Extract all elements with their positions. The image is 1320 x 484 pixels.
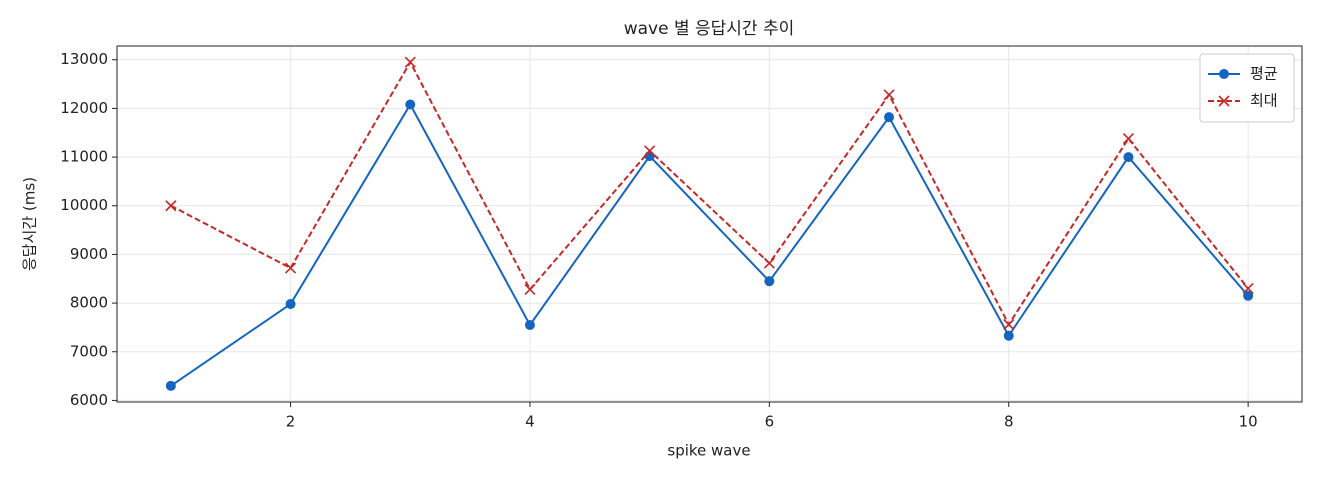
y-tick-label: 11000 (60, 148, 108, 166)
legend-label: 평균 (1250, 65, 1278, 83)
x-tick-label: 4 (525, 413, 535, 431)
point (165, 380, 176, 391)
y-tick-label: 7000 (70, 342, 108, 360)
y-axis-label: 응답시간 (ms) (21, 177, 39, 271)
point (763, 257, 775, 269)
point (764, 276, 775, 287)
point (404, 56, 416, 68)
point (284, 262, 297, 274)
point (524, 319, 535, 330)
y-tick-label: 10000 (60, 196, 108, 214)
point (1003, 318, 1015, 331)
series-line (170, 60, 1249, 327)
legend-box (1199, 53, 1295, 123)
point (1243, 290, 1254, 301)
point (644, 145, 656, 157)
series-line (170, 102, 1249, 387)
y-tick-label: 6000 (70, 391, 108, 409)
x-axis-label: spike wave (667, 442, 750, 460)
x-tick-label: 2 (286, 413, 296, 431)
point (165, 200, 177, 212)
point (1123, 152, 1134, 163)
legend-marker (1218, 95, 1230, 107)
y-tick-label: 12000 (60, 99, 108, 117)
x-tick-label: 10 (1239, 413, 1258, 431)
point (285, 299, 296, 310)
point (1242, 282, 1254, 295)
legend-label: 최대 (1250, 92, 1278, 110)
point (884, 112, 895, 123)
point (1122, 133, 1135, 145)
x-tick-label: 8 (1004, 413, 1014, 431)
y-tick-label: 8000 (70, 294, 108, 312)
y-tick-label: 9000 (70, 245, 108, 263)
plot-frame (116, 45, 1303, 403)
point (524, 283, 536, 296)
point (883, 89, 895, 101)
point (1003, 330, 1014, 341)
y-tick-label: 13000 (60, 50, 108, 68)
x-tick-label: 6 (765, 413, 775, 431)
point (405, 99, 416, 110)
chart-title: wave 별 응답시간 추이 (624, 19, 795, 39)
legend-marker (1219, 69, 1229, 79)
